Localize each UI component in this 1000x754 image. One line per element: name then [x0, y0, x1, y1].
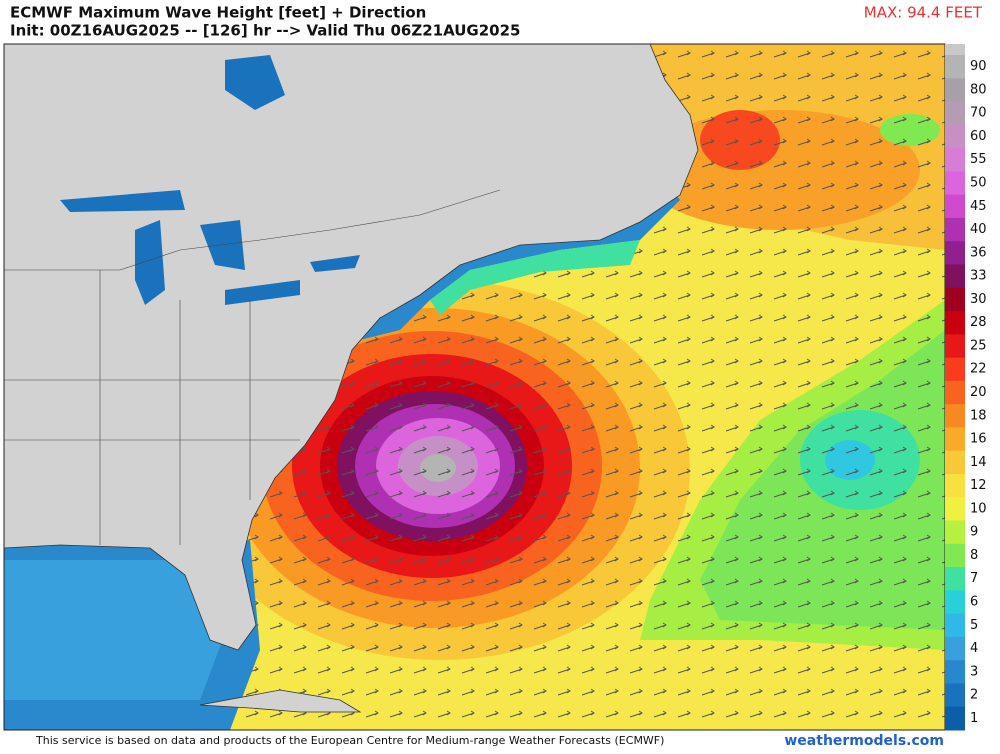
max-label: MAX: 94.4 FEET — [864, 4, 983, 22]
colorbar-label: 1 — [970, 711, 978, 726]
colorbar-label: 20 — [970, 385, 987, 400]
colorbar-label: 22 — [970, 362, 987, 377]
colorbar-swatch — [945, 613, 965, 638]
lake — [225, 280, 300, 305]
colorbar-label: 3 — [970, 664, 978, 679]
colorbar-swatch — [945, 311, 965, 335]
colorbar-label: 36 — [970, 245, 987, 260]
colorbar-cap — [945, 44, 965, 55]
colorbar-swatch — [945, 497, 965, 522]
colorbar-swatch — [945, 380, 965, 405]
colorbar-label: 30 — [970, 292, 987, 307]
colorbar-swatch — [945, 217, 965, 242]
colorbar-label: 25 — [970, 338, 987, 353]
lake — [135, 220, 165, 305]
colorbar-label: 40 — [970, 222, 987, 237]
lake — [200, 220, 245, 270]
colorbar-label: 5 — [970, 618, 978, 633]
colorbar-swatch — [945, 450, 965, 475]
colorbar-swatch — [945, 473, 965, 498]
colorbar-swatch — [945, 124, 965, 149]
land — [199, 689, 362, 713]
colorbar-swatch — [945, 543, 965, 568]
colorbar-swatch — [945, 427, 965, 452]
colorbar-swatch — [945, 171, 965, 196]
colorbar-label: 80 — [970, 82, 987, 97]
title: ECMWF Maximum Wave Height [feet] + Direc… — [10, 4, 426, 22]
colorbar-swatch — [945, 590, 965, 615]
colorbar-swatch — [945, 404, 965, 428]
colorbar-swatch — [945, 706, 965, 731]
colorbar-swatch — [945, 241, 965, 265]
lake — [225, 55, 285, 110]
colorbar-swatch — [945, 287, 965, 312]
lake — [310, 255, 360, 272]
attribution: This service is based on data and produc… — [35, 734, 664, 747]
colorbar-label: 9 — [970, 525, 978, 540]
colorbar-swatch — [945, 520, 965, 545]
colorbar-swatch — [945, 55, 965, 79]
colorbar-label: 16 — [970, 432, 987, 447]
colorbar-label: 14 — [970, 455, 987, 470]
site-link[interactable]: weathermodels.com — [784, 733, 944, 749]
colorbar-swatch — [945, 357, 965, 382]
map — [4, 44, 945, 730]
colorbar-label: 33 — [970, 269, 987, 284]
colorbar-swatch — [945, 194, 965, 219]
colorbar-swatch — [945, 264, 965, 289]
colorbar-swatch — [945, 683, 965, 708]
colorbar-label: 2 — [970, 688, 978, 703]
colorbar-label: 70 — [970, 106, 987, 121]
subtitle: Init: 00Z16AUG2025 -- [126] hr --> Valid… — [10, 22, 520, 40]
colorbar-label: 60 — [970, 129, 987, 144]
lake — [60, 190, 185, 212]
colorbar-swatch — [945, 101, 965, 126]
colorbar-swatch — [945, 78, 965, 103]
colorbar-swatch — [945, 334, 965, 359]
colorbar-label: 10 — [970, 501, 987, 516]
gulf — [4, 560, 230, 700]
colorbar-label: 55 — [970, 152, 987, 167]
coastal-waves — [430, 240, 640, 315]
colorbar-label: 90 — [970, 59, 987, 74]
colorbar-label: 12 — [970, 478, 987, 493]
borders — [4, 189, 501, 545]
colorbar: 9080706055504540363330282522201816141210… — [945, 55, 987, 731]
colorbar-label: 28 — [970, 315, 987, 330]
colorbar-swatch — [945, 636, 965, 661]
colorbar-label: 45 — [970, 199, 987, 214]
colorbar-label: 7 — [970, 571, 978, 586]
colorbar-swatch — [945, 148, 965, 172]
colorbar-swatch — [945, 660, 965, 684]
colorbar-label: 6 — [970, 594, 978, 609]
colorbar-label: 4 — [970, 641, 978, 656]
colorbar-label: 18 — [970, 408, 987, 423]
colorbar-label: 50 — [970, 176, 987, 191]
colorbar-label: 8 — [970, 548, 978, 563]
colorbar-swatch — [945, 567, 965, 591]
